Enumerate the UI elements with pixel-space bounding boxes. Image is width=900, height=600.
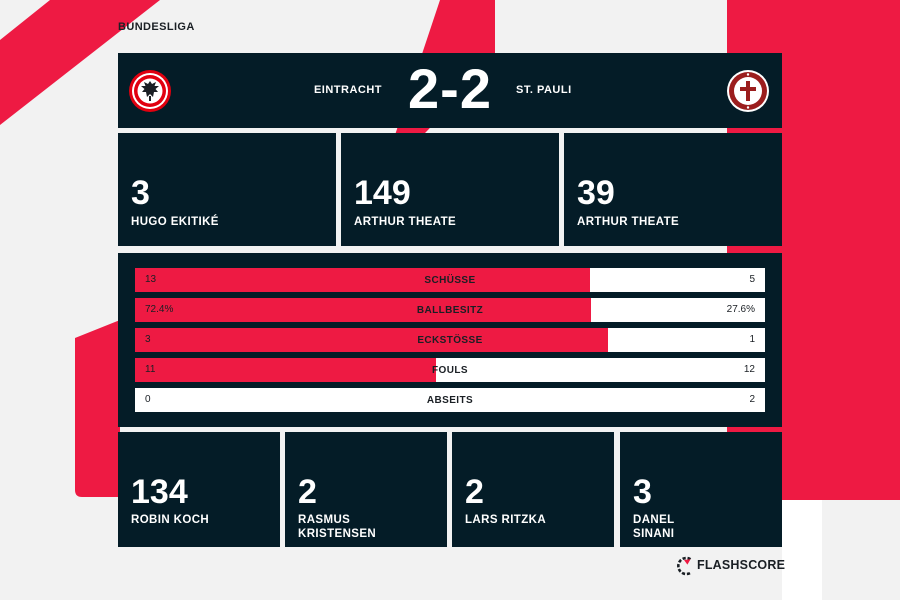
stat-player-name: ARTHUR THEATE: [354, 216, 457, 228]
away-value: 2: [749, 394, 755, 405]
stat-value: 134: [131, 473, 188, 511]
away-value: 27.6%: [726, 304, 755, 315]
stat-card: 2 RASMUS KRISTENSEN: [285, 432, 447, 547]
comparison-row-offsides: 0 ABSEITS 2: [135, 388, 765, 412]
home-value: 3: [145, 334, 151, 345]
stat-value: 39: [577, 174, 615, 212]
stat-label: SCHÜSSE: [424, 275, 476, 286]
comparison-row-possession: 72.4% BALLBESITZ 27.6%: [135, 298, 765, 322]
stat-card: 3 HUGO EKITIKÉ: [118, 133, 336, 246]
home-share-bar: [135, 328, 608, 352]
home-value: 0: [145, 394, 151, 405]
home-share-bar: [135, 268, 590, 292]
league-name: BUNDESLIGA: [118, 21, 195, 33]
away-value: 5: [749, 274, 755, 285]
eintracht-eagle-logo-icon: [129, 70, 171, 112]
stat-label: ABSEITS: [426, 395, 474, 406]
stat-player-name: RASMUS KRISTENSEN: [298, 514, 377, 540]
stat-player-name: HUGO EKITIKÉ: [131, 216, 219, 228]
comparison-row-corners: 3 ECKSTÖSSE 1: [135, 328, 765, 352]
st-pauli-crest-logo-icon: [727, 70, 769, 112]
stat-card: 2 LARS RITZKA: [452, 432, 614, 547]
away-value: 12: [743, 364, 755, 375]
stat-player-name: ROBIN KOCH: [131, 514, 210, 526]
comparison-row-shots: 13 SCHÜSSE 5: [135, 268, 765, 292]
stat-player-name: DANEL SINANI: [633, 514, 675, 540]
stat-card: 134 ROBIN KOCH: [118, 432, 280, 547]
home-value: 72.4%: [145, 304, 174, 315]
flashscore-logo-icon: [677, 556, 692, 576]
stat-card: 149 ARTHUR THEATE: [341, 133, 559, 246]
team-comparison-panel: 13 SCHÜSSE 5 72.4% BALLBESITZ 27.6% 3 EC…: [118, 253, 782, 427]
home-team-name: EINTRACHT: [313, 84, 382, 96]
comparison-row-fouls: 11 FOULS 12: [135, 358, 765, 382]
brand-name: FLASHSCORE: [697, 558, 786, 572]
stat-player-name: ARTHUR THEATE: [577, 216, 680, 228]
stat-value: 2: [298, 473, 317, 511]
home-value: 11: [145, 364, 156, 375]
home-value: 13: [145, 274, 157, 285]
match-score: 2-2: [408, 57, 492, 120]
stat-value: 2: [465, 473, 484, 511]
stat-value: 3: [633, 473, 652, 511]
stat-label: FOULS: [432, 365, 468, 376]
scoreboard: EINTRACHT 2-2 ST. PAULI: [118, 53, 782, 128]
home-share-bar: [135, 358, 437, 382]
stat-label: ECKSTÖSSE: [417, 335, 483, 346]
stat-card: 39 ARTHUR THEATE: [564, 133, 782, 246]
stat-card: 3 DANEL SINANI: [620, 432, 782, 547]
stat-player-name: LARS RITZKA: [465, 514, 547, 526]
away-team-name: ST. PAULI: [516, 84, 572, 96]
stat-value: 3: [131, 174, 150, 212]
stat-value: 149: [354, 174, 411, 212]
stat-label: BALLBESITZ: [416, 305, 484, 316]
away-value: 1: [749, 334, 755, 345]
home-share-bar: [135, 298, 592, 322]
